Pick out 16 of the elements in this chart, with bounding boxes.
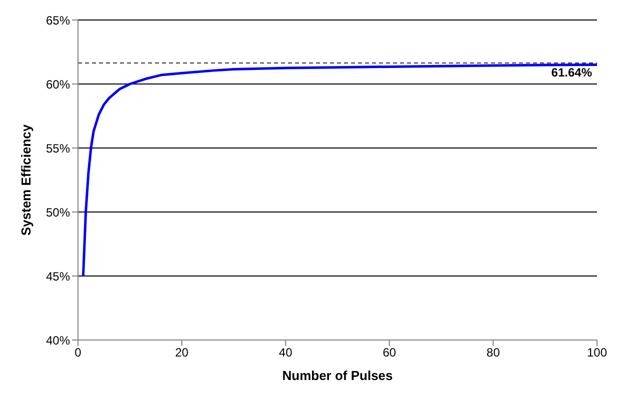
y-axis-title: System Efficiency — [18, 124, 34, 236]
y-tick-label: 65% — [46, 13, 70, 28]
x-tick-label: 60 — [382, 346, 396, 360]
x-tick-label: 40 — [278, 346, 293, 360]
x-tick-label: 100 — [586, 346, 608, 360]
x-tick-label: 0 — [74, 346, 82, 360]
y-tick-label: 40% — [46, 333, 70, 348]
y-tick-label: 60% — [46, 77, 70, 92]
y-tick-label: 45% — [46, 269, 70, 284]
x-tick-label: 80 — [486, 346, 500, 360]
x-tick-label: 20 — [175, 346, 189, 360]
y-tick-label: 50% — [46, 205, 70, 220]
x-axis-title: Number of Pulses — [282, 368, 393, 383]
line-series — [82, 64, 597, 278]
y-tick-label: 55% — [46, 141, 70, 156]
ref-line-label: 61.64% — [551, 66, 592, 80]
